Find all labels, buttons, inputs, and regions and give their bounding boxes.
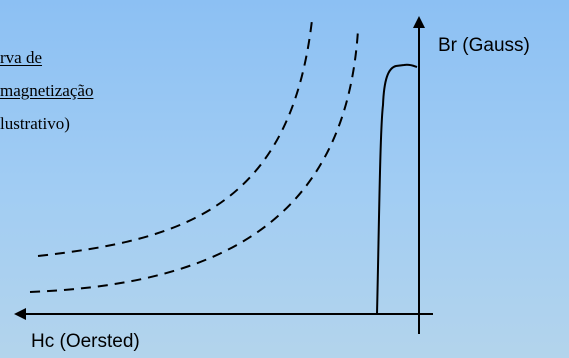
dashed-curve-outer bbox=[37, 19, 313, 257]
caption-line-3: lustrativo) bbox=[0, 114, 70, 133]
y-axis-label: Br (Gauss) bbox=[438, 35, 530, 56]
magnetization-curve bbox=[376, 63, 418, 315]
caption-line-2: magnetização bbox=[0, 81, 94, 100]
x-axis-label: Hc (Oersted) bbox=[31, 331, 140, 352]
caption-line-1: rva de bbox=[0, 48, 43, 67]
dashed-curve-inner bbox=[29, 29, 359, 293]
